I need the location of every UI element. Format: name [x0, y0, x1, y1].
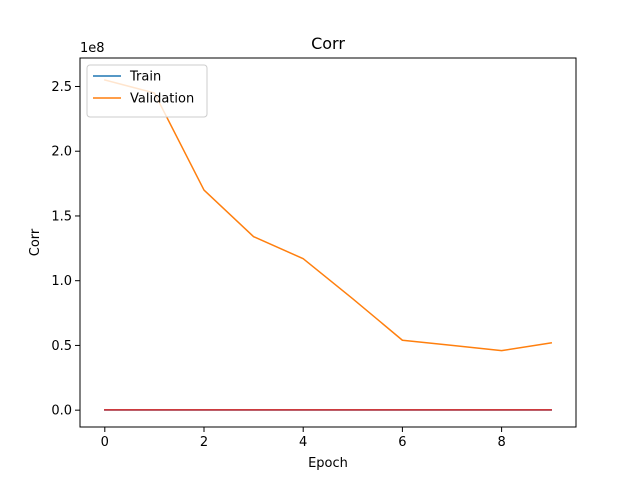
y-axis-ticks: 0.0 0.5 1.0 1.5 2.0 2.5	[51, 80, 80, 419]
y-axis-multiplier: 1e8	[80, 41, 105, 56]
chart-title: Corr	[311, 34, 345, 53]
y-tick-label: 2.5	[51, 80, 72, 95]
x-tick-label: 4	[299, 435, 307, 450]
y-tick-label: 1.0	[51, 274, 72, 289]
x-tick-label: 8	[497, 435, 505, 450]
plot-area	[79, 57, 577, 428]
series-lines	[103, 79, 553, 411]
x-axis-ticks: 0 2 4 6 8	[101, 427, 506, 450]
legend-label-validation: Validation	[130, 92, 194, 107]
y-tick-label: 1.5	[51, 209, 72, 224]
legend: Train Validation	[86, 64, 208, 118]
y-axis-label: Corr	[28, 228, 43, 256]
x-tick-label: 2	[200, 435, 208, 450]
x-tick-label: 0	[101, 435, 109, 450]
series-line-validation	[103, 79, 553, 352]
y-tick-label: 0.5	[51, 339, 72, 354]
legend-box	[86, 64, 208, 118]
x-tick-label: 6	[398, 435, 406, 450]
y-tick-label: 0.0	[51, 404, 72, 419]
y-tick-label: 2.0	[51, 145, 72, 160]
x-axis-label: Epoch	[308, 456, 348, 471]
axes-frame	[79, 57, 577, 428]
legend-label-train: Train	[129, 70, 161, 85]
